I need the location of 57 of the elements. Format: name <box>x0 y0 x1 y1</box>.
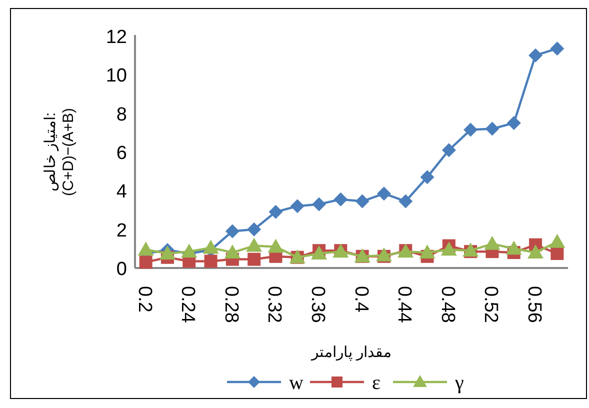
point <box>246 238 262 252</box>
point <box>355 194 370 208</box>
y-tick-label: 12 <box>106 27 127 48</box>
point <box>312 197 326 212</box>
point <box>550 42 564 56</box>
point <box>549 234 566 248</box>
point <box>202 240 219 254</box>
point <box>550 247 564 260</box>
x-axis-title: مقدار پارامتر <box>312 343 392 361</box>
point <box>139 256 152 269</box>
x-tick-label: 0.52 <box>480 286 502 323</box>
x-tick-label: 0.56 <box>524 286 545 323</box>
point <box>528 244 544 259</box>
point <box>376 247 392 262</box>
x-tick-label: 0.24 <box>177 286 198 324</box>
x-tick-label: 0.4 <box>350 286 372 313</box>
y-axis-title: امتیاز خالص: (C+D)−(A+B) <box>42 107 78 198</box>
x-tick-label: 0.48 <box>436 286 458 323</box>
y-tick-label: 8 <box>116 104 127 126</box>
point <box>506 116 521 130</box>
x-tick-label: 0.36 <box>307 286 328 323</box>
point <box>138 242 154 256</box>
point <box>440 242 457 256</box>
point <box>484 236 500 250</box>
point <box>442 143 456 158</box>
y-tick-label: 2 <box>116 220 127 242</box>
y-tick-label: 6 <box>116 143 127 164</box>
legend-label: γ <box>454 372 464 394</box>
point <box>268 204 283 219</box>
point <box>224 244 240 259</box>
point <box>376 186 391 201</box>
point <box>225 224 240 238</box>
point <box>159 246 176 260</box>
x-tick-label: 0.28 <box>220 286 242 323</box>
legend-label: w <box>289 372 304 394</box>
point <box>528 48 543 62</box>
point <box>420 170 434 184</box>
point <box>247 222 262 236</box>
point <box>248 252 261 266</box>
point <box>464 122 478 137</box>
y-tick-label: 0 <box>116 259 127 280</box>
point <box>334 192 348 206</box>
y-tick-label: 4 <box>116 182 128 203</box>
legend-label: ε <box>372 372 380 394</box>
point <box>204 254 218 268</box>
x-tick-label: 0.2 <box>134 286 155 312</box>
point <box>419 244 436 259</box>
point <box>290 199 304 214</box>
y-tick-label: 10 <box>106 66 127 87</box>
x-tick-label: 0.32 <box>264 286 285 323</box>
point <box>485 122 500 136</box>
point <box>268 238 284 253</box>
x-tick-label: 0.44 <box>394 286 415 324</box>
point <box>506 240 522 255</box>
point <box>462 242 479 257</box>
point <box>181 244 198 258</box>
point <box>398 194 413 208</box>
